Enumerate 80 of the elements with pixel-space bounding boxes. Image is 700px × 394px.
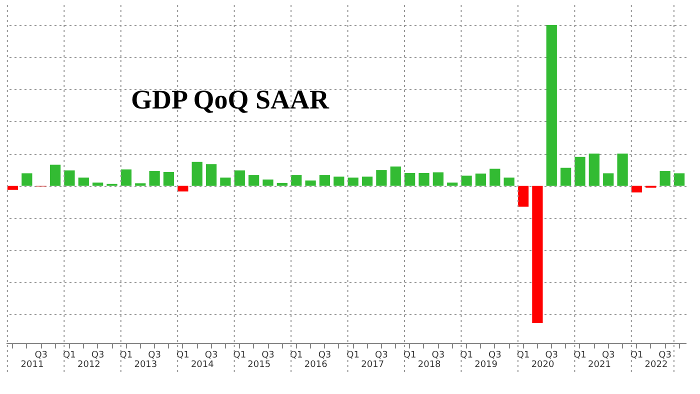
bar: [617, 154, 628, 186]
bar: [404, 172, 416, 186]
bar: [291, 175, 302, 186]
text: 2012: [78, 360, 100, 370]
x-tick-label: Q3: [658, 350, 672, 360]
text: 2022: [644, 360, 668, 370]
x-tick-label: Q3: [318, 350, 332, 360]
bar: [178, 186, 188, 192]
x-tick-label: Q3: [432, 350, 445, 360]
bar: [362, 176, 373, 186]
x-tick-label: Q3: [91, 350, 104, 360]
text: 2018: [418, 360, 442, 370]
bar: [206, 164, 217, 186]
text: GDP QoQ SAAR: [131, 84, 330, 114]
text: 2020: [531, 360, 554, 370]
bar: [149, 171, 160, 186]
x-tick-label: Q1: [120, 350, 133, 360]
bar: [334, 176, 344, 186]
bar: [574, 156, 586, 186]
bar: [22, 173, 32, 186]
x-tick-label: Q1: [630, 350, 644, 360]
x-tick-label: Q1: [233, 350, 246, 360]
bar: [490, 168, 500, 186]
bar: [319, 175, 330, 186]
bar: [588, 154, 600, 186]
text: 2014: [190, 360, 214, 370]
bar: [631, 186, 642, 192]
text: 2015: [248, 360, 271, 370]
bar: [163, 172, 174, 186]
bar: [64, 170, 75, 186]
bar: [418, 172, 430, 186]
bar: [447, 182, 458, 186]
text: 2011: [20, 360, 44, 370]
bar: [660, 171, 670, 186]
bar: [78, 178, 89, 186]
bar: [348, 178, 358, 186]
bar: [276, 182, 288, 186]
bar: [475, 174, 486, 186]
x-tick-label: Q3: [148, 350, 161, 360]
text: 2021: [588, 360, 611, 370]
bar: [234, 170, 245, 186]
bar: [376, 170, 387, 186]
bar: [560, 168, 572, 186]
bar: [50, 164, 61, 186]
bar: [135, 183, 146, 186]
x-tick-label: Q1: [176, 350, 190, 360]
x-tick-label: Q1: [290, 350, 303, 360]
bar: [262, 180, 274, 186]
bar: [248, 175, 260, 186]
bar: [92, 182, 104, 186]
bar: [546, 25, 557, 186]
bar: [7, 186, 18, 190]
x-tick-label: Q3: [545, 350, 558, 360]
x-tick-label: Q3: [488, 350, 502, 360]
x-tick-label: Q1: [346, 350, 360, 360]
bar: [674, 173, 685, 186]
bar: [518, 186, 529, 207]
x-tick-label: Q3: [375, 350, 388, 360]
text: 2017: [361, 360, 384, 370]
x-tick-label: Q1: [516, 350, 530, 360]
text: 2019: [474, 360, 498, 370]
bar: [532, 186, 543, 323]
x-tick-label: Q1: [63, 350, 76, 360]
text: 2016: [304, 360, 328, 370]
text: 2013: [134, 360, 158, 370]
bar: [432, 172, 444, 186]
x-tick-label: Q1: [460, 350, 473, 360]
bar: [461, 176, 472, 186]
bar: [120, 169, 132, 186]
bar: [192, 162, 202, 186]
x-tick-label: Q3: [204, 350, 218, 360]
bar: [305, 180, 316, 186]
x-tick-label: Q1: [574, 350, 586, 360]
x-tick-label: Q3: [602, 350, 615, 360]
bar: [603, 173, 614, 186]
bar: [390, 166, 401, 186]
x-tick-label: Q3: [262, 350, 274, 360]
x-tick-label: Q3: [34, 350, 48, 360]
bar: [220, 178, 231, 186]
bar: [504, 178, 514, 186]
